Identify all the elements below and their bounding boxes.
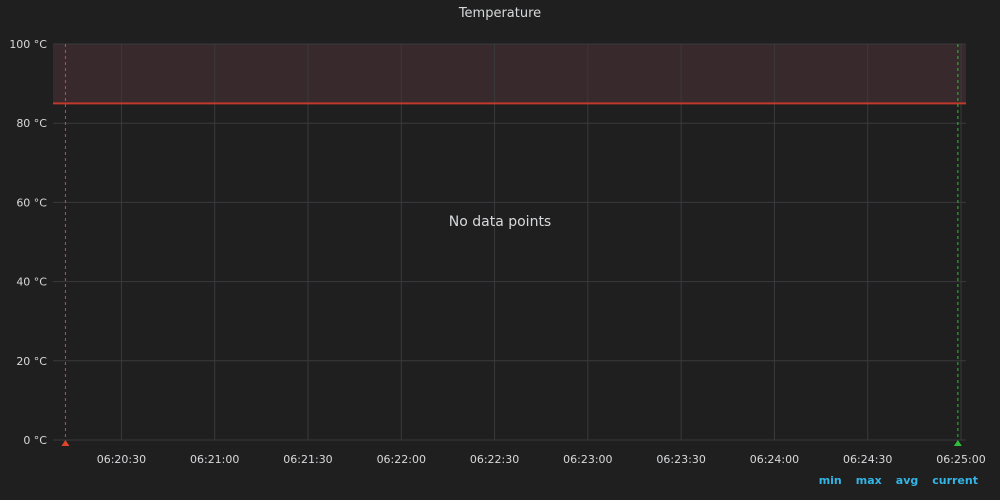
y-tick-label: 40 °C: [16, 276, 47, 289]
x-tick-label: 06:23:30: [656, 453, 705, 466]
annotation-end-marker: [953, 440, 962, 446]
x-tick-label: 06:21:30: [283, 453, 332, 466]
x-tick-label: 06:20:30: [97, 453, 146, 466]
x-tick-label: 06:22:30: [470, 453, 519, 466]
y-tick-label: 60 °C: [16, 196, 47, 209]
x-tick-label: 06:25:00: [936, 453, 985, 466]
x-tick-label: 06:22:00: [377, 453, 426, 466]
y-tick-label: 100 °C: [9, 38, 47, 51]
x-tick-label: 06:23:00: [563, 453, 612, 466]
y-tick-label: 80 °C: [16, 117, 47, 130]
threshold-fill-region: [53, 44, 966, 104]
y-tick-label: 0 °C: [23, 434, 47, 447]
y-tick-label: 20 °C: [16, 355, 47, 368]
legend-headers: min max avg current: [819, 474, 978, 487]
annotation-start-marker: [61, 440, 70, 446]
legend-header-max[interactable]: max: [855, 474, 882, 487]
x-tick-label: 06:24:30: [843, 453, 892, 466]
legend-header-min[interactable]: min: [818, 474, 842, 487]
x-tick-label: 06:21:00: [190, 453, 239, 466]
no-data-message: No data points: [449, 214, 551, 230]
panel-title[interactable]: Temperature: [458, 6, 542, 21]
x-tick-label: 06:24:00: [750, 453, 799, 466]
legend-header-avg[interactable]: avg: [895, 474, 919, 487]
legend-header-current[interactable]: current: [932, 474, 978, 487]
